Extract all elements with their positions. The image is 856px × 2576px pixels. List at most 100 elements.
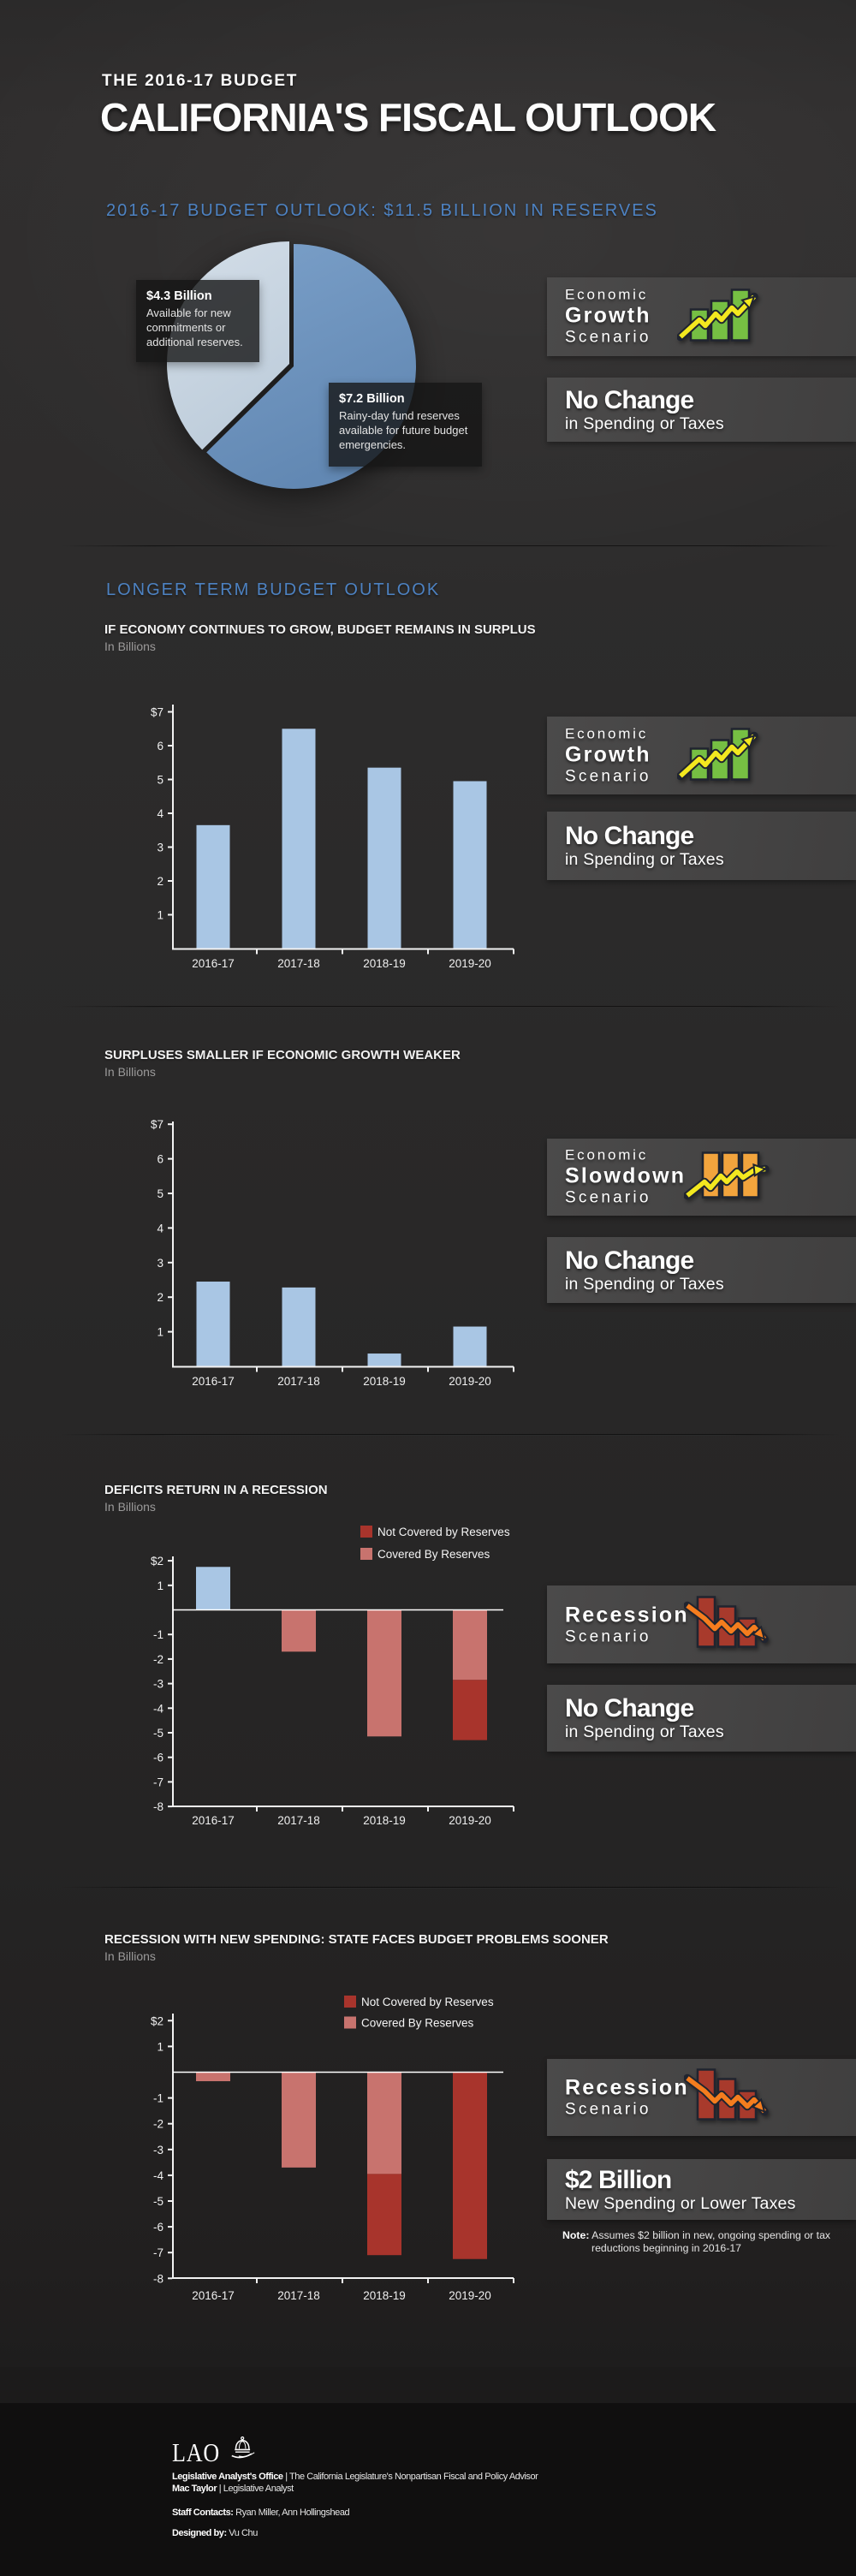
y-tick-label: 1	[157, 1580, 163, 1592]
panel-slowdown-line1: Economic	[565, 1146, 649, 1163]
y-tick-label: -4	[153, 2169, 163, 2182]
y-tick-label: 2	[157, 1291, 163, 1304]
page-kicker: THE 2016-17 BUDGET	[102, 72, 299, 90]
legend-label: Covered By Reserves	[361, 2017, 474, 2030]
x-category-label: 2019-20	[449, 2289, 491, 2302]
panel-recession-line2: Scenario	[565, 1627, 651, 1645]
bar-segment	[282, 1609, 316, 1652]
panel-no-change-line2: in Spending or Taxes	[565, 413, 724, 433]
footer-org-tagline: | The California Legislature's Nonpartis…	[282, 2472, 538, 2482]
note-body: Assumes $2 billion in new, ongoing spend…	[589, 2229, 831, 2254]
footer-analyst-name: Mac Taylor	[172, 2483, 217, 2494]
y-tick-label: -5	[153, 2195, 163, 2208]
section-divider-2	[60, 1006, 841, 1008]
slowdown-icon	[683, 1145, 771, 1211]
pie-label-available-desc: Available for new commitments or additio…	[146, 306, 243, 349]
y-tick-label: 1	[157, 2040, 163, 2053]
bar-segment	[367, 1609, 401, 1737]
legend-label: Not Covered by Reserves	[361, 1996, 494, 2008]
x-category-label: 2016-17	[192, 2289, 235, 2302]
x-category-label: 2018-19	[363, 2289, 406, 2302]
y-tick-label: 3	[157, 1257, 163, 1270]
y-tick-label: -3	[153, 1678, 163, 1691]
pie-label-rainy-day: $7.2 Billion Rainy-day fund reserves ava…	[329, 383, 482, 467]
panel-slowdown-line2: Slowdown	[565, 1163, 687, 1188]
y-tick-label: $7	[151, 706, 163, 719]
legend-label: Not Covered by Reserves	[377, 1526, 510, 1538]
panel-growth-line3: Scenario	[565, 767, 651, 785]
panel-no-change-line1: No Change	[565, 1694, 694, 1722]
chart1-title: IF ECONOMY CONTINUES TO GROW, BUDGET REM…	[104, 622, 536, 637]
footer-analyst-line: Mac Taylor | Legislative Analyst	[172, 2484, 294, 2494]
axes: $2 1 -1 -2 -3 -4 -5 -6 -7 -8	[151, 2014, 514, 2285]
y-tick-label: -2	[153, 2118, 163, 2131]
panel-no-change-line1: No Change	[565, 1246, 694, 1275]
bar-segment	[367, 1353, 401, 1366]
panel-growth-scenario-1: Economic Growth Scenario	[547, 277, 856, 356]
footer-analyst-title: | Legislative Analyst	[217, 2483, 294, 2494]
panel-recession-scenario-1: Recession Scenario	[547, 1585, 856, 1663]
footer-contacts-label: Staff Contacts:	[172, 2508, 234, 2518]
y-tick-label: -5	[153, 1727, 163, 1740]
panel-no-change-line2: in Spending or Taxes	[565, 1722, 724, 1741]
footer-org-name: Legislative Analyst's Office	[172, 2472, 283, 2482]
panel-no-change-4: No Change in Spending or Taxes	[547, 1685, 856, 1752]
growth-icon	[676, 284, 764, 350]
bar-segment	[367, 767, 401, 949]
bar-segment	[196, 1282, 230, 1366]
x-category-label: 2019-20	[449, 1814, 491, 1827]
bars	[196, 1567, 487, 1740]
panel-recession-line1: Recession	[565, 2075, 689, 2100]
panel-slowdown-line3: Scenario	[565, 1188, 651, 1207]
chart3-units: In Billions	[104, 1500, 156, 1514]
y-tick-label: -7	[153, 2246, 163, 2259]
y-tick-label: $2	[151, 1555, 163, 1568]
bars	[196, 2072, 487, 2259]
pie-label-available: $4.3 Billion Available for new commitmen…	[136, 280, 259, 362]
section-divider-4	[60, 1887, 841, 1889]
y-tick-label: 1	[157, 1326, 163, 1339]
x-category-label: 2017-18	[277, 1814, 320, 1827]
panel-no-change-line1: No Change	[565, 385, 694, 414]
y-tick-label: 2	[157, 875, 163, 888]
capitol-dome-icon	[231, 2436, 255, 2468]
x-category-label: 2016-17	[192, 1375, 235, 1388]
y-tick-label: 1	[157, 909, 163, 922]
x-category-label: 2016-17	[192, 1814, 235, 1827]
y-tick-label: -6	[153, 2221, 163, 2234]
y-tick-label: 4	[157, 1222, 163, 1234]
bar-segment	[196, 824, 230, 949]
bar-segment	[282, 2072, 316, 2168]
y-tick-label: -8	[153, 1800, 163, 1813]
y-tick-label: 5	[157, 774, 163, 787]
legend: Not Covered by Reserves Covered By Reserv…	[344, 1996, 494, 2030]
chart3-recession-deficits: $2 1 -1 -2 -3 -4 -5 -6 -7 -8 2016-17 2017-18 2018-19…	[120, 1515, 565, 1841]
panel-no-change-3: No Change in Spending or Taxes	[547, 1237, 856, 1303]
growth-icon	[676, 723, 764, 788]
panel-recession-line1: Recession	[565, 1603, 689, 1627]
page-title: CALIFORNIA'S FISCAL OUTLOOK	[100, 95, 716, 140]
panel-no-change-line2: in Spending or Taxes	[565, 850, 724, 869]
panel-growth-scenario-2: Economic Growth Scenario	[547, 717, 856, 794]
footer	[0, 2403, 856, 2576]
panel-recession-scenario-2: Recession Scenario	[547, 2059, 856, 2136]
axes: $7 6 5 4 3 2 1	[151, 705, 514, 955]
x-category-label: 2017-18	[277, 957, 320, 970]
footer-designer-name: Vu Chu	[226, 2528, 258, 2538]
panel-no-change-line1: No Change	[565, 822, 694, 850]
y-tick-label: 5	[157, 1187, 163, 1200]
bar-segment	[453, 1609, 487, 1681]
bar-segment	[196, 2072, 230, 2082]
panel-growth-line1: Economic	[565, 286, 649, 303]
panel-two-billion-line1: $2 Billion	[565, 2165, 672, 2194]
y-tick-label: 6	[157, 1153, 163, 1166]
footer-contacts-line: Staff Contacts: Ryan Miller, Ann Holling…	[172, 2508, 350, 2518]
x-category-label: 2018-19	[363, 957, 406, 970]
y-tick-label: -6	[153, 1752, 163, 1764]
y-tick-label: -4	[153, 1702, 163, 1715]
chart2-units: In Billions	[104, 1065, 156, 1079]
x-category-label: 2018-19	[363, 1375, 406, 1388]
bar-segment	[367, 2072, 401, 2174]
panel-two-billion-line2: New Spending or Lower Taxes	[565, 2193, 796, 2213]
